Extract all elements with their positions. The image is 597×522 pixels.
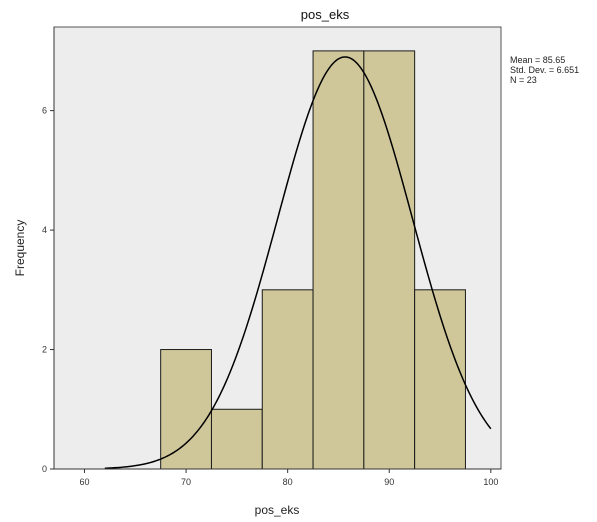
histogram-bar-6 <box>414 289 466 470</box>
x-axis-title: pos_eks <box>255 503 300 517</box>
normal-curve <box>104 56 492 470</box>
x-tick-label: 80 <box>283 477 293 487</box>
stats-legend: Mean = 85.65 Std. Dev. = 6.651 N = 23 <box>510 55 579 85</box>
chart-title: pos_eks <box>301 7 350 22</box>
y-tick-label: 0 <box>42 464 47 474</box>
y-axis-title: Frequency <box>13 220 27 277</box>
x-tick-label: 100 <box>483 477 498 487</box>
y-tick-label: 2 <box>42 345 47 355</box>
x-tick-label: 70 <box>181 477 191 487</box>
histogram-bar-1 <box>160 349 212 470</box>
histogram-bar-5 <box>363 50 416 470</box>
stats-mean: Mean = 85.65 <box>510 55 566 65</box>
histogram-bar-3 <box>261 289 314 470</box>
x-tick-label: 60 <box>79 477 89 487</box>
histogram-bar-4 <box>312 50 365 470</box>
stats-std-dev: Std. Dev. = 6.651 <box>510 65 580 75</box>
stats-n: N = 23 <box>510 75 537 85</box>
y-tick-label: 6 <box>42 106 47 116</box>
histogram-bar-2 <box>210 408 263 470</box>
x-tick-label: 90 <box>384 477 394 487</box>
y-tick-label: 4 <box>42 225 47 235</box>
